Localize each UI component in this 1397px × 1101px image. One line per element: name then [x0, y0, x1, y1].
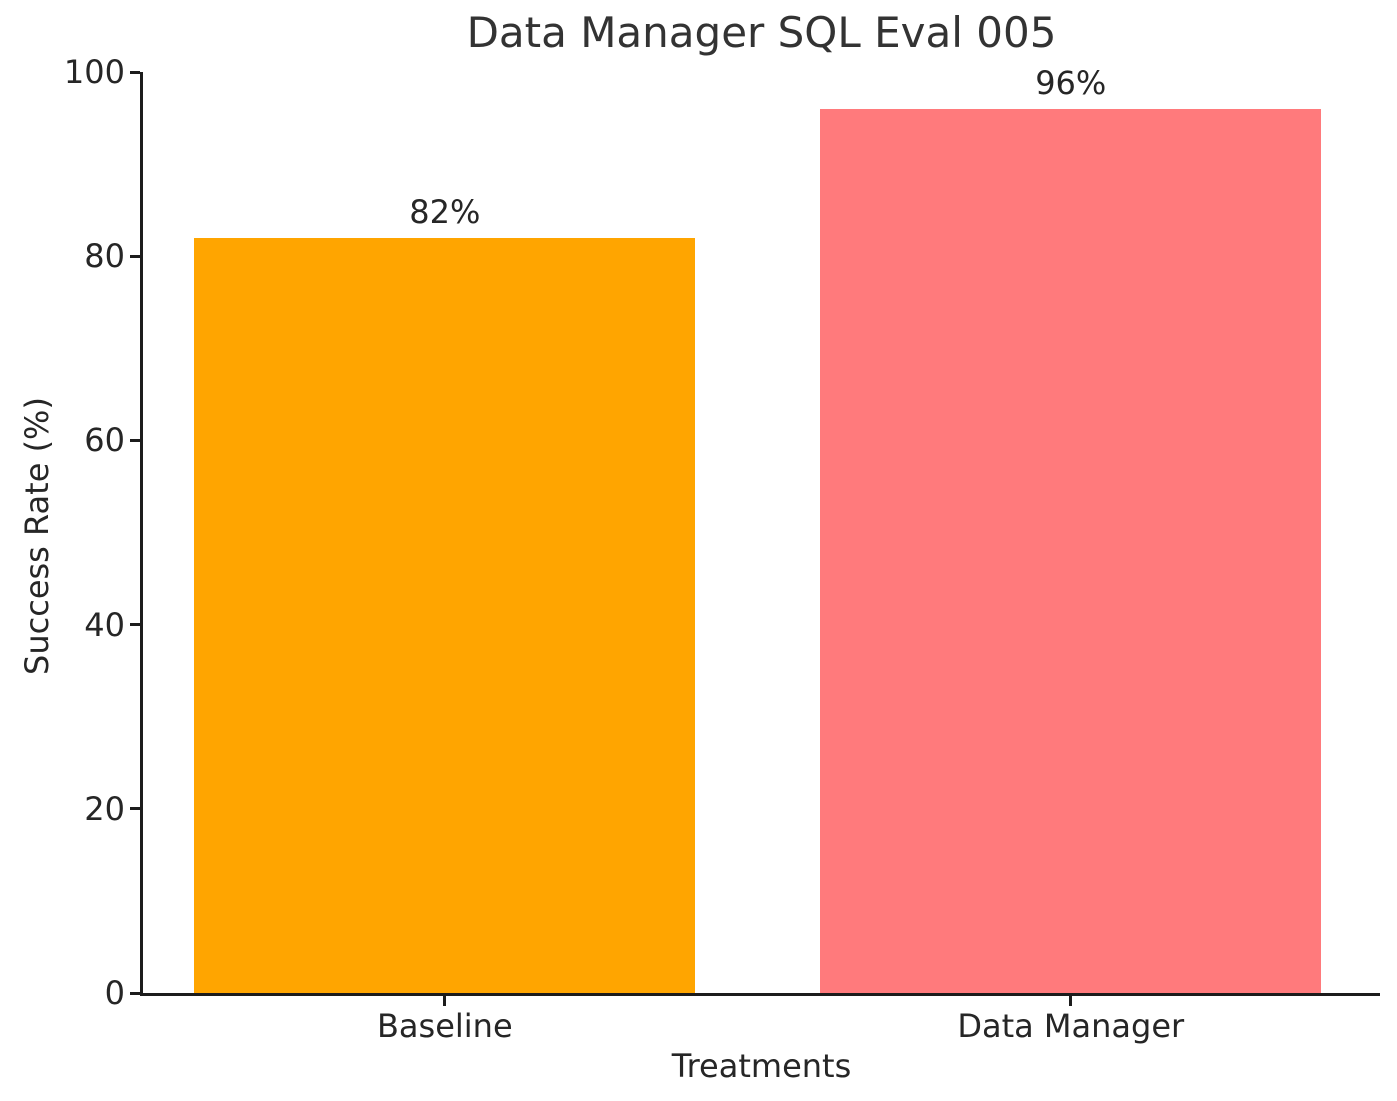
y-tick-label: 40 [84, 605, 125, 644]
bar-baseline [194, 237, 696, 993]
y-tick-mark [130, 623, 140, 627]
bar-data-manager [820, 108, 1322, 993]
x-tick-label-data-manager: Data Manager [957, 1007, 1185, 1045]
y-tick-mark [130, 254, 140, 258]
y-tick-mark [130, 70, 140, 74]
bar-value-label: 96% [1035, 63, 1107, 102]
y-tick-label: 20 [84, 789, 125, 828]
plot-area: 0 20 40 60 80 100 82% Baseline 96% Data Manager [64, 56, 1380, 1045]
y-tick-label: 80 [84, 237, 125, 276]
y-tick-mark [130, 807, 140, 811]
y-tick-label: 0 [104, 974, 125, 1012]
y-tick-label: 100 [63, 53, 125, 91]
x-tick-label-baseline: Baseline [376, 1007, 513, 1045]
y-axis-label: Success Rate (%) [18, 397, 56, 675]
x-axis-label: Treatments [671, 1047, 852, 1085]
y-tick-label: 60 [84, 421, 125, 460]
x-tick-mark [1069, 996, 1073, 1006]
x-tick-mark [443, 996, 447, 1006]
y-tick-mark [130, 991, 140, 995]
chart-title: Data Manager SQL Eval 005 [466, 8, 1057, 57]
y-tick-mark [130, 438, 140, 442]
bar-value-label: 82% [409, 192, 481, 231]
